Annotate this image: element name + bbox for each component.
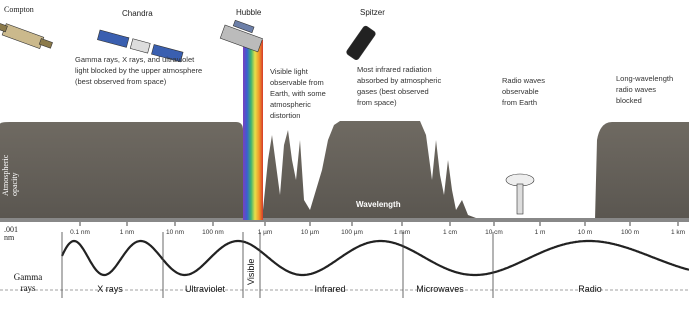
wave — [61, 239, 689, 277]
annotation: distortion — [270, 111, 300, 120]
annotation: Radio waves — [502, 76, 545, 85]
band-label: Infrared — [314, 284, 345, 294]
band-label-line: Visible — [246, 259, 256, 285]
annotation: blocked — [616, 96, 642, 105]
dish-label: Telescope — [501, 158, 537, 167]
opacity-silhouette — [0, 121, 689, 222]
tick-label: 10 µm — [301, 229, 319, 236]
telescope-name: Compton — [4, 5, 34, 14]
tick-label: 1 cm — [443, 229, 457, 236]
annotation: observable from — [270, 78, 324, 87]
annotation: atmospheric — [270, 100, 311, 109]
tick-label: 100 m — [621, 229, 639, 236]
annotation: Earth, with some — [270, 89, 326, 98]
band-label: Microwaves — [416, 284, 464, 294]
annotation: (best observed from space) — [75, 77, 167, 86]
band-separators — [61, 232, 494, 298]
tick-label: 10 m — [578, 229, 592, 236]
tick-label: 1 µm — [258, 229, 273, 236]
band-label: Visible — [246, 259, 256, 285]
tick-label: 1 nm — [120, 229, 134, 236]
tick-label: 100 µm — [341, 229, 363, 236]
tick-label: 1 km — [671, 229, 685, 236]
y-axis-title: Atmospheric opacity — [1, 154, 19, 196]
annotation: Gamma rays, X rays, and ultraviolet — [75, 55, 195, 64]
dish-label: NRAO 140' — [501, 149, 540, 158]
x-axis-start: nm — [4, 233, 15, 242]
y-axis-title-line: Atmospheric — [1, 154, 10, 196]
annotation: radio waves — [616, 85, 656, 94]
annotation: Most infrared radiation — [357, 65, 432, 74]
tick-label: 100 nm — [202, 229, 224, 236]
icons — [0, 19, 535, 215]
tick-label: 10 nm — [166, 229, 184, 236]
annotation: from Earth — [502, 98, 537, 107]
visible-beam — [243, 40, 263, 220]
telescope-name: Hubble — [236, 8, 262, 17]
telescope-name: Spitzer — [360, 8, 385, 17]
tick-label: 1 m — [535, 229, 546, 236]
annotation: gases (best observed — [357, 87, 429, 96]
band-label-line: Gamma — [14, 272, 43, 282]
tick-label: 1 mm — [394, 229, 410, 236]
annotation: observable — [502, 87, 539, 96]
tick-label: 10 cm — [485, 229, 503, 236]
band-label-line: rays — [21, 283, 36, 293]
annotation: Long-wavelength — [616, 74, 673, 83]
x-axis-title: Wavelength — [356, 200, 401, 209]
x-axis-start: .001 — [4, 225, 18, 234]
tick-label: 0.1 nm — [70, 229, 90, 236]
annotation: Visible light — [270, 67, 309, 76]
annotation: absorbed by atmospheric — [357, 76, 441, 85]
annotation: from space) — [357, 98, 397, 107]
y-axis-title-line: opacity — [10, 172, 19, 196]
band-label: Ultraviolet — [185, 284, 226, 294]
annotation: light blocked by the upper atmosphere — [75, 66, 202, 75]
band-label: X rays — [97, 284, 123, 294]
telescope-name: Chandra — [122, 9, 153, 18]
band-label: Radio — [578, 284, 602, 294]
